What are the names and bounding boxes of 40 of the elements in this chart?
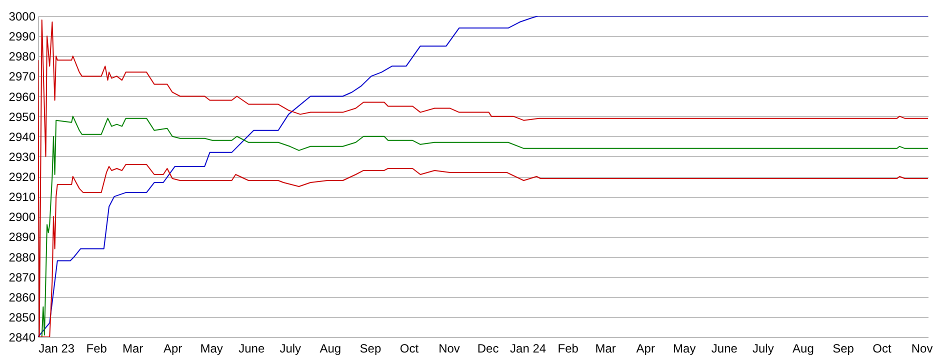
x-tick-label: Jan 24 — [510, 342, 546, 355]
x-tick-label: Mar — [122, 342, 144, 355]
x-tick-label: Feb — [86, 342, 108, 355]
x-tick-label: Oct — [872, 342, 892, 355]
x-tick-label: Jan 23 — [38, 342, 75, 355]
x-tick-label: July — [752, 342, 774, 355]
x-tick-label: May — [673, 342, 696, 355]
x-tick-label: May — [200, 342, 223, 355]
x-tick-label: July — [280, 342, 302, 355]
y-tick-label: 2920 — [8, 170, 36, 184]
y-tick-label: 2890 — [8, 230, 36, 244]
y-tick-label: 2980 — [8, 50, 36, 64]
y-tick-label: 2850 — [8, 310, 36, 324]
y-tick-label: 2990 — [8, 30, 36, 44]
x-tick-label: Aug — [320, 342, 342, 355]
x-tick-label: Sep — [360, 342, 382, 355]
y-tick-label: 3000 — [8, 10, 36, 24]
x-tick-label: Nov — [438, 342, 460, 355]
y-tick-label: 2910 — [8, 190, 36, 204]
y-tick-label: 2960 — [8, 90, 36, 104]
y-tick-label: 2970 — [8, 70, 36, 84]
x-tick-label: Apr — [636, 342, 655, 355]
y-tick-label: 2870 — [8, 270, 36, 284]
x-tick-label: Sep — [832, 342, 854, 355]
y-tick-label: 2930 — [8, 150, 36, 164]
x-tick-label: June — [238, 342, 265, 355]
x-tick-label: Mar — [595, 342, 616, 355]
x-tick-label: Oct — [400, 342, 420, 355]
x-tick-label: Nov — [911, 342, 933, 355]
x-tick-label: Dec — [477, 342, 499, 355]
y-tick-label: 2880 — [8, 250, 36, 264]
x-tick-label: Feb — [558, 342, 579, 355]
x-tick-label: June — [711, 342, 738, 355]
y-tick-label: 2860 — [8, 290, 36, 304]
y-tick-label: 2940 — [8, 130, 36, 144]
y-tick-label: 2840 — [8, 330, 36, 344]
x-tick-label: Aug — [792, 342, 814, 355]
y-tick-label: 2950 — [8, 110, 36, 124]
y-tick-label: 2900 — [8, 210, 36, 224]
x-tick-label: Apr — [163, 342, 182, 355]
